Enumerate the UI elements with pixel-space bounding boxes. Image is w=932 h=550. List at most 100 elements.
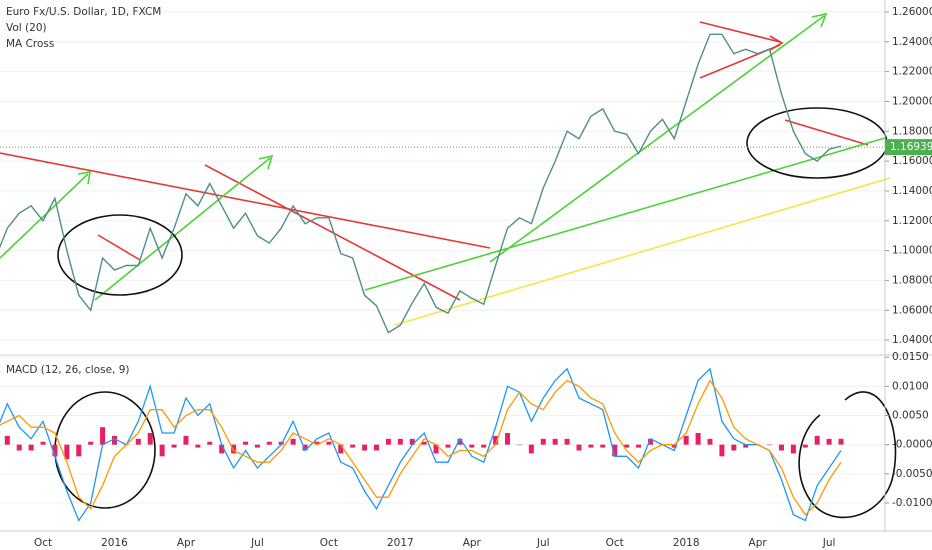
macd-line [0, 379, 842, 516]
histogram-bar [147, 433, 153, 445]
histogram-bar [100, 427, 106, 445]
trend-line [94, 157, 271, 301]
histogram-bar [790, 444, 796, 454]
price-line [0, 33, 842, 334]
y-tick-label: 1.26000 [892, 6, 932, 18]
histogram-bar [409, 438, 415, 445]
y-tick-label: 1.22000 [892, 66, 932, 78]
histogram-bar [481, 444, 487, 448]
x-tick-label: Oct [34, 537, 52, 549]
x-tick-label: Jul [822, 537, 836, 549]
histogram-bar [707, 438, 713, 445]
histogram-bar [516, 444, 522, 446]
trend-line [489, 15, 825, 263]
histogram-bar [838, 438, 844, 445]
histogram-bar [695, 433, 701, 445]
histogram-bar [195, 444, 201, 448]
histogram-bar [231, 444, 237, 454]
histogram-bar [778, 444, 784, 451]
histogram-bar [183, 435, 189, 445]
arrow-head [77, 171, 91, 185]
trend-line [0, 173, 89, 259]
x-tick-label: Apr [749, 537, 768, 549]
macd-line [0, 367, 842, 522]
histogram-bar [374, 444, 380, 451]
trend-line [97, 234, 141, 261]
histogram-bar [564, 438, 570, 445]
histogram-bar [4, 435, 10, 445]
histogram-bar [28, 444, 34, 451]
histogram-bar [397, 438, 403, 445]
histogram-bar [683, 435, 689, 445]
histogram-bar [219, 444, 225, 454]
y-tick-label: -0.0100 [892, 497, 932, 509]
histogram-bar [493, 435, 499, 445]
arrow-head [811, 12, 828, 28]
histogram-bar [528, 444, 534, 454]
y-tick-label: -0.0050 [892, 468, 932, 480]
histogram-bar [767, 444, 773, 446]
indicator-label: MACD (12, 26, close, 9) [6, 364, 129, 376]
indicator-label: MA Cross [6, 38, 54, 50]
histogram-bar [40, 441, 46, 445]
circle-mark [798, 391, 897, 519]
x-tick-label: Oct [606, 537, 624, 549]
last-price-label: 1.16939 [890, 141, 932, 153]
histogram-bar [350, 444, 356, 448]
x-tick-label: Apr [177, 537, 196, 549]
histogram-bar [433, 444, 439, 454]
histogram-bar [826, 438, 832, 445]
histogram-bar [814, 435, 820, 445]
x-tick-label: 2016 [101, 537, 128, 549]
histogram-bar [302, 444, 308, 451]
y-tick-label: 1.24000 [892, 36, 932, 48]
histogram-bar [576, 444, 582, 451]
y-tick-label: 1.12000 [892, 215, 932, 227]
histogram-bar [64, 444, 70, 460]
trend-line [699, 21, 781, 43]
histogram-bar [338, 444, 344, 454]
histogram-bar [743, 444, 749, 448]
y-tick-label: 1.06000 [892, 304, 932, 316]
y-tick-label: 1.08000 [892, 274, 932, 286]
trend-line [204, 164, 461, 301]
histogram-bar [254, 444, 260, 448]
y-tick-label: 1.10000 [892, 245, 932, 257]
histogram-bar [88, 441, 94, 445]
y-tick-label: 0.0100 [892, 380, 929, 392]
histogram-bar [326, 441, 332, 445]
symbol-title: Euro Fx/U.S. Dollar, 1D, FXCM [6, 6, 161, 18]
trend-line [0, 152, 491, 249]
trend-line [394, 177, 891, 326]
y-tick-label: 1.04000 [892, 334, 932, 346]
y-tick-label: 1.16000 [892, 155, 932, 167]
histogram-bar [243, 441, 249, 445]
x-tick-label: Oct [320, 537, 338, 549]
histogram-bar [135, 438, 141, 445]
histogram-bar [671, 444, 677, 448]
arrow-head [258, 154, 274, 170]
histogram-bar [171, 444, 177, 448]
y-tick-label: 0.0150 [892, 351, 929, 363]
histogram-bar [266, 441, 272, 445]
arrow-head [769, 35, 784, 51]
histogram-bar [385, 438, 391, 445]
histogram-bar [76, 444, 82, 457]
histogram-bar [552, 438, 558, 445]
x-tick-label: Jul [536, 537, 550, 549]
histogram-bar [445, 444, 451, 448]
y-tick-label: 1.14000 [892, 185, 932, 197]
histogram-bar [719, 444, 725, 457]
histogram-bar [52, 444, 58, 457]
y-tick-label: 0.0050 [892, 410, 929, 422]
histogram-bar [314, 441, 320, 445]
histogram-bar [612, 444, 618, 457]
x-tick-label: Apr [463, 537, 482, 549]
histogram-bar [636, 444, 642, 448]
x-tick-label: 2017 [387, 537, 414, 549]
histogram-bar [505, 433, 511, 445]
trend-line [364, 137, 886, 291]
circle-mark [57, 214, 183, 296]
histogram-bar [588, 444, 594, 448]
